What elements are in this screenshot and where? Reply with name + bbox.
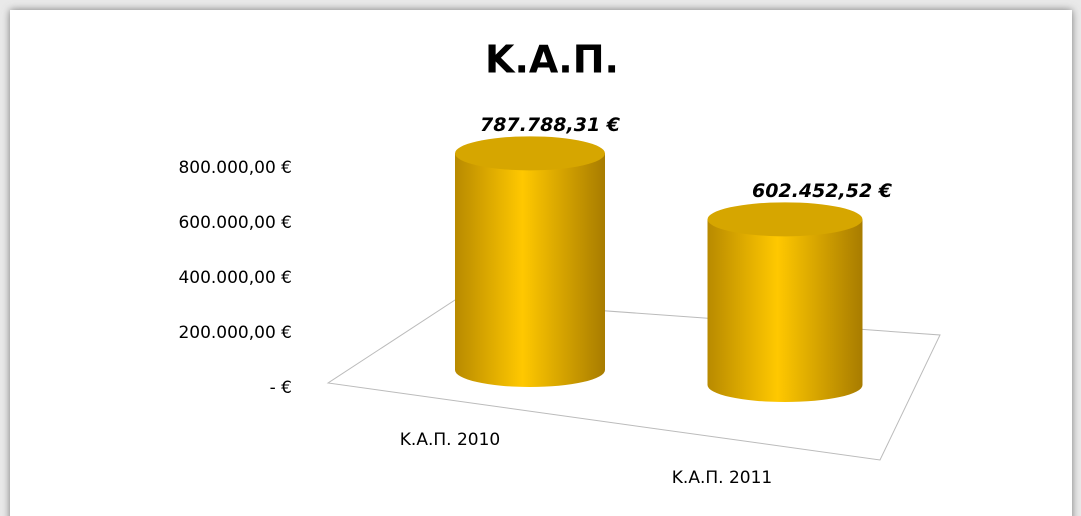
- y-tick-label: 200.000,00 €: [178, 323, 292, 343]
- bar: [455, 153, 605, 387]
- y-tick-label: 600.000,00 €: [178, 213, 292, 233]
- bar-top: [455, 136, 605, 171]
- floor: [326, 299, 941, 461]
- chart-title: Κ.Α.Π.: [485, 38, 619, 82]
- bar-top: [707, 202, 863, 237]
- y-tick-label: 400.000,00 €: [178, 268, 292, 288]
- x-tick-label: Κ.Α.Π. 2011: [672, 468, 772, 488]
- bar: [707, 219, 863, 402]
- value-label: 602.452,52 €: [752, 180, 893, 202]
- y-tick-label: 800.000,00 €: [178, 158, 292, 178]
- y-tick-label: - €: [270, 378, 292, 398]
- value-label: 787.788,31 €: [480, 114, 621, 136]
- x-tick-label: Κ.Α.Π. 2010: [400, 430, 500, 450]
